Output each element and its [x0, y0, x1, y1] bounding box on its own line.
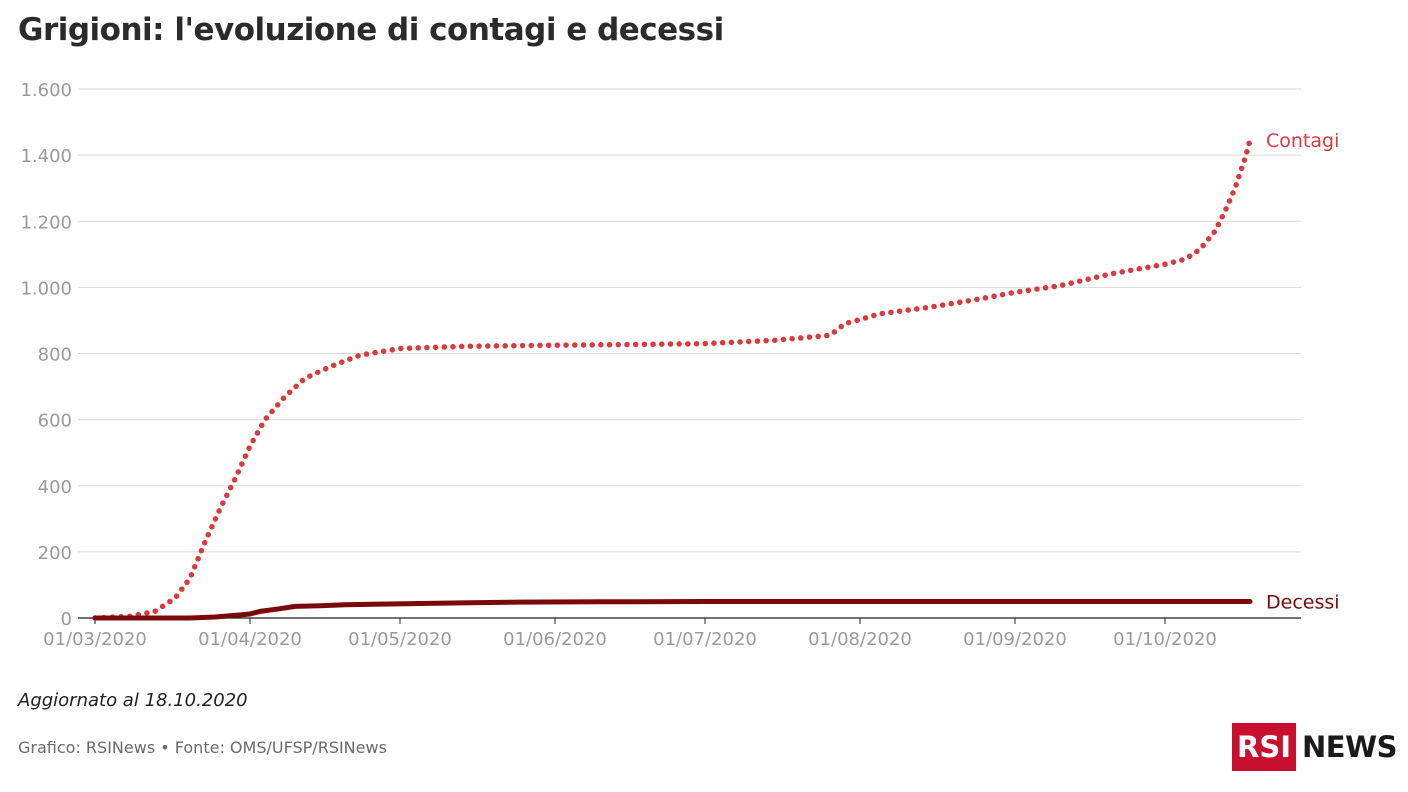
y-tick-label: 0 — [61, 609, 72, 630]
line-chart: 0 200 400 600 800 1.000 1.200 1.400 1.600 01/03/… — [20, 80, 1340, 650]
chart-title: Grigioni: l'evoluzione di contagi e dece… — [18, 12, 724, 48]
x-tick-label: 01/09/2020 — [963, 629, 1067, 650]
y-tick-label: 1.000 — [20, 278, 72, 299]
y-tick-label: 1.200 — [20, 212, 72, 233]
y-tick-label: 400 — [38, 477, 72, 498]
series-labels: Contagi Decessi — [1266, 130, 1340, 613]
y-tick-label: 200 — [38, 543, 72, 564]
updated-note: Aggiornato al 18.10.2020 — [18, 690, 248, 711]
series-label-decessi: Decessi — [1266, 591, 1340, 613]
x-tick-label: 01/04/2020 — [198, 629, 302, 650]
x-tick-label: 01/03/2020 — [43, 629, 147, 650]
gridlines — [78, 88, 1301, 619]
x-tick-label: 01/10/2020 — [1113, 629, 1217, 650]
rsi-news-logo: RSI NEWS — [1232, 722, 1397, 772]
x-tick-label: 01/05/2020 — [348, 629, 452, 650]
x-tick-label: 01/06/2020 — [503, 629, 607, 650]
y-tick-label: 600 — [38, 411, 72, 432]
y-tick-label: 1.400 — [20, 146, 72, 167]
y-tick-label: 1.600 — [20, 80, 72, 101]
series-label-contagi: Contagi — [1266, 130, 1339, 152]
series-line-decessi — [92, 599, 1253, 621]
y-tick-label: 800 — [38, 345, 72, 366]
source-credits: Grafico: RSINews • Fonte: OMS/UFSP/RSINe… — [18, 738, 387, 757]
series-group — [92, 137, 1253, 621]
x-tick-label: 01/07/2020 — [653, 629, 757, 650]
logo-text: NEWS — [1302, 730, 1397, 764]
x-tick-label: 01/08/2020 — [808, 629, 912, 650]
y-axis-ticks: 0 200 400 600 800 1.000 1.200 1.400 1.600 — [20, 80, 72, 630]
series-line-contagi — [92, 137, 1253, 621]
x-axis-ticks: 01/03/2020 01/04/2020 01/05/2020 01/06/2020… — [43, 618, 1217, 650]
logo-box: RSI — [1232, 723, 1296, 771]
